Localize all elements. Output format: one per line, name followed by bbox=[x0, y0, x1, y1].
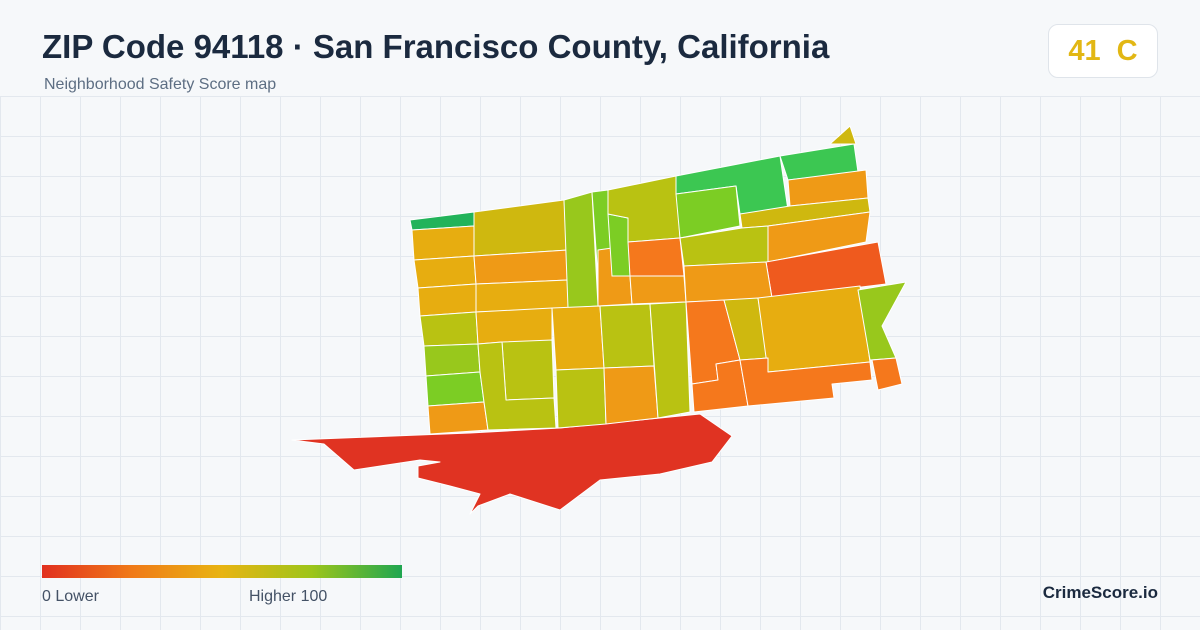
map-region[interactable] bbox=[555, 367, 607, 429]
map-region[interactable] bbox=[607, 213, 631, 277]
map-region[interactable] bbox=[477, 341, 557, 431]
map-region[interactable] bbox=[291, 413, 733, 515]
map-region[interactable] bbox=[427, 401, 489, 435]
map-region[interactable] bbox=[501, 339, 555, 401]
map-region[interactable] bbox=[417, 283, 477, 317]
map-region[interactable] bbox=[649, 301, 691, 419]
map-region[interactable] bbox=[829, 125, 857, 145]
header: ZIP Code 94118 · San Francisco County, C… bbox=[0, 0, 1200, 97]
map-region[interactable] bbox=[473, 199, 569, 257]
map-region[interactable] bbox=[739, 357, 873, 407]
safety-score-badge: 41 C bbox=[1048, 24, 1158, 78]
safety-score-value: 41 bbox=[1068, 34, 1101, 67]
safety-score-grade: C bbox=[1116, 34, 1138, 67]
map-region[interactable] bbox=[683, 261, 773, 303]
map-region[interactable] bbox=[757, 285, 871, 373]
map-region[interactable] bbox=[599, 303, 655, 369]
map-region[interactable] bbox=[871, 357, 903, 391]
map-region[interactable] bbox=[767, 211, 871, 263]
map-region[interactable] bbox=[603, 365, 659, 425]
map-region[interactable] bbox=[425, 371, 485, 407]
brand-logo-text: CrimeScore.io bbox=[1042, 583, 1158, 602]
page-subtitle: Neighborhood Safety Score map bbox=[44, 76, 277, 93]
legend-max-label: Higher 100 bbox=[249, 588, 328, 605]
map-region[interactable] bbox=[551, 305, 605, 371]
map-region[interactable] bbox=[629, 275, 687, 305]
map-region[interactable] bbox=[857, 281, 907, 361]
map-region[interactable] bbox=[627, 237, 685, 277]
map-region[interactable] bbox=[419, 311, 479, 347]
map-region[interactable] bbox=[413, 255, 477, 289]
map-region[interactable] bbox=[675, 185, 741, 239]
legend-color-scale bbox=[42, 565, 402, 578]
map-region[interactable] bbox=[411, 225, 475, 261]
map-region[interactable] bbox=[473, 249, 569, 285]
page-title: ZIP Code 94118 · San Francisco County, C… bbox=[42, 28, 830, 65]
map-region[interactable] bbox=[475, 279, 569, 313]
legend-min-label: 0 Lower bbox=[42, 588, 99, 605]
map-region[interactable] bbox=[423, 343, 481, 377]
